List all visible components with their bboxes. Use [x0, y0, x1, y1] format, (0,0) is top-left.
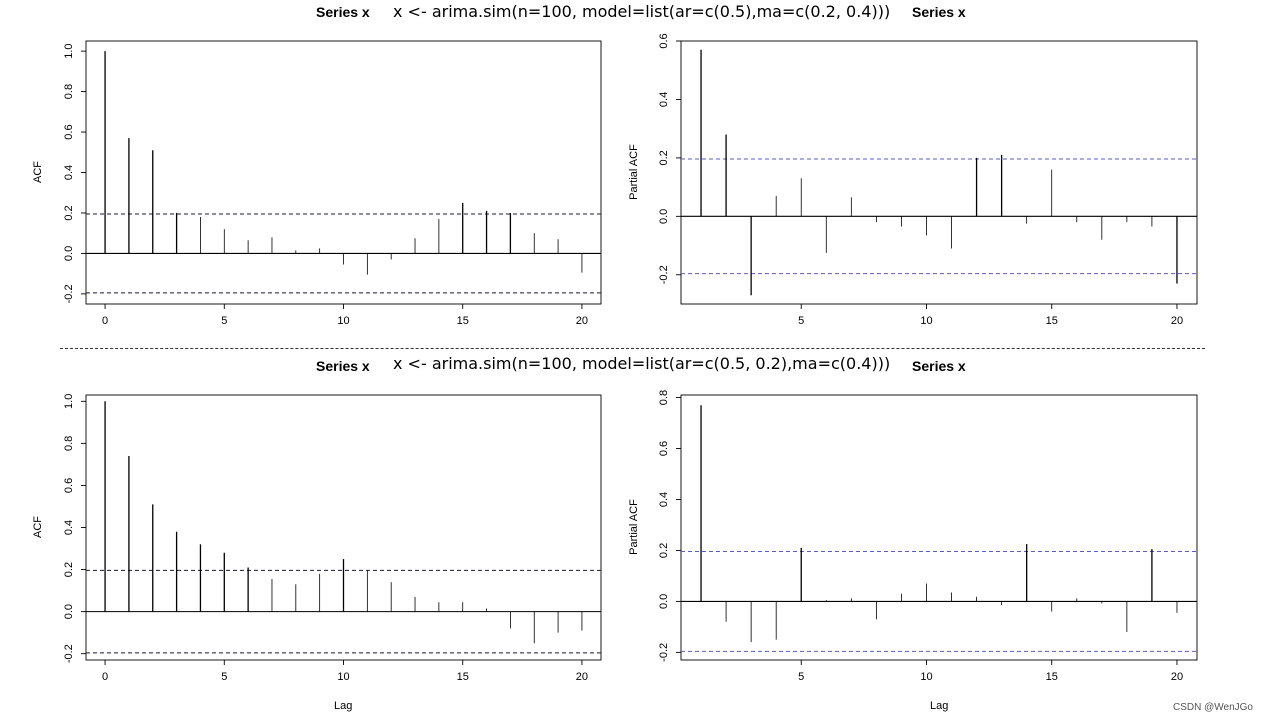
bottom-acf-ylabel: ACF: [32, 516, 44, 538]
top-pacf-title: Series x: [912, 4, 966, 20]
bottom-pacf-xtick-label-5: 5: [798, 671, 804, 683]
top-acf-title: Series x: [316, 4, 370, 20]
bottom-pacf-ylabel: Partial ACF: [628, 499, 640, 555]
bottom-acf-ytick-label-5: 0.8: [63, 436, 75, 451]
bottom-acf-ytick-label-0: -0.2: [63, 644, 75, 663]
top-acf-ytick-label-0: -0.2: [63, 284, 75, 303]
bottom-pacf-xlabel: Lag: [930, 700, 949, 712]
bottom-acf-xtick-label-15: 15: [457, 671, 469, 683]
bottom-pacf-ytick-label-5: 0.8: [658, 390, 670, 405]
top-acf-ytick-label-3: 0.4: [63, 165, 75, 180]
top-acf-ytick-label-4: 0.6: [63, 124, 75, 139]
top-pacf-ytick-label-4: 0.6: [658, 33, 670, 48]
top-pacf-xtick-label-15: 15: [1046, 315, 1058, 327]
bottom-acf-title: Series x: [316, 358, 370, 374]
bottom-pacf-ytick-label-4: 0.6: [658, 441, 670, 456]
top-acf-xtick-label-10: 10: [337, 315, 349, 327]
bottom-acf-ytick-label-1: 0.0: [63, 604, 75, 619]
bottom-acf-xtick-label-0: 0: [102, 671, 108, 683]
top-pacf-xtick-label-5: 5: [798, 315, 804, 327]
top-pacf-ytick-label-3: 0.4: [658, 92, 670, 107]
bottom-acf-ytick-label-4: 0.6: [63, 478, 75, 493]
watermark: CSDN @WenJGo: [1173, 702, 1253, 713]
top-model-caption: x <- arima.sim(n=100, model=list(ar=c(0.…: [393, 2, 891, 21]
top-acf-xtick-label-5: 5: [221, 315, 227, 327]
top-pacf-xtick-label-20: 20: [1171, 315, 1183, 327]
top-acf-ytick-label-5: 0.8: [63, 84, 75, 99]
top-acf-ytick-label-6: 1.0: [63, 43, 75, 58]
bottom-pacf-plot-frame: [680, 394, 1198, 661]
top-pacf-ylabel: Partial ACF: [628, 144, 640, 200]
top-acf-xtick-label-0: 0: [102, 315, 108, 327]
bottom-acf-xlabel: Lag: [334, 700, 353, 712]
top-pacf-ytick-label-1: 0.0: [658, 209, 670, 224]
section-divider: [60, 348, 1205, 349]
bottom-pacf-xtick-label-20: 20: [1171, 671, 1183, 683]
bottom-pacf-ytick-label-3: 0.4: [658, 492, 670, 507]
top-pacf-ytick-label-0: -0.2: [658, 265, 670, 284]
bottom-pacf-title: Series x: [912, 358, 966, 374]
bottom-acf-xtick-label-10: 10: [337, 671, 349, 683]
top-acf-ytick-label-2: 0.2: [63, 205, 75, 220]
bottom-acf-xtick-label-20: 20: [576, 671, 588, 683]
top-pacf-ytick-label-2: 0.2: [658, 150, 670, 165]
bottom-pacf-xtick-label-10: 10: [920, 671, 932, 683]
bottom-model-caption: x <- arima.sim(n=100, model=list(ar=c(0.…: [393, 354, 891, 373]
bottom-pacf-ytick-label-0: -0.2: [658, 643, 670, 662]
bottom-acf-ytick-label-3: 0.4: [63, 520, 75, 535]
top-acf-ytick-label-1: 0.0: [63, 246, 75, 261]
bottom-pacf-xtick-label-15: 15: [1046, 671, 1058, 683]
top-pacf-plot-frame: [680, 40, 1198, 305]
bottom-acf-xtick-label-5: 5: [221, 671, 227, 683]
bottom-acf-plot-frame: [85, 394, 602, 661]
top-acf-ylabel: ACF: [32, 161, 44, 183]
bottom-pacf-ytick-label-2: 0.2: [658, 543, 670, 558]
top-acf-xtick-label-20: 20: [576, 315, 588, 327]
bottom-acf-ytick-label-2: 0.2: [63, 562, 75, 577]
bottom-acf-ytick-label-6: 1.0: [63, 394, 75, 409]
top-acf-xtick-label-15: 15: [457, 315, 469, 327]
top-pacf-xtick-label-10: 10: [920, 315, 932, 327]
bottom-pacf-ytick-label-1: 0.0: [658, 594, 670, 609]
